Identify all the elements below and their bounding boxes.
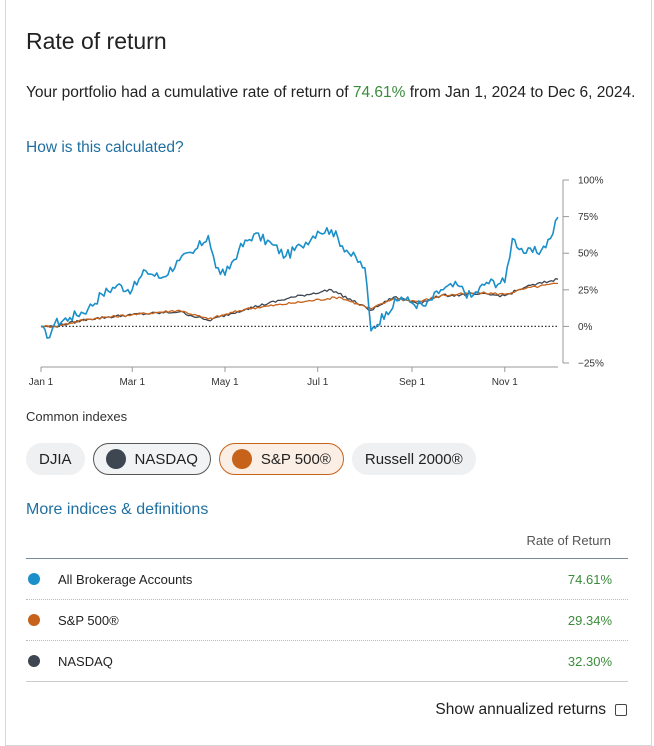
chip-label: S&P 500® (260, 450, 331, 468)
index-chip-s-p-500[interactable]: S&P 500® (218, 443, 344, 475)
page-title: Rate of return (26, 28, 167, 54)
y-tick-label: −25% (578, 359, 604, 370)
row-value: 32.30% (567, 653, 612, 669)
index-chips: DJIA NASDAQ S&P 500® Russell 2000® (26, 443, 476, 475)
x-tick-label: Mar 1 (119, 377, 145, 388)
chart-ticks: 100% 75% 50% 25% 0% −25% Jan 1 Mar 1 May 1 Jul 1 S… (29, 176, 604, 389)
row-name: S&P 500® (58, 612, 119, 628)
index-chip-nasdaq[interactable]: NASDAQ (92, 443, 211, 475)
table-header-rate: Rate of Return (526, 533, 611, 548)
y-tick-label: 0% (578, 322, 593, 333)
series-line-all-brokerage-accounts (40, 216, 559, 339)
summary-rate: 74.61% (352, 84, 406, 101)
row-name: All Brokerage Accounts (58, 571, 193, 587)
x-tick-label: Nov 1 (492, 377, 519, 388)
legend-dot (28, 655, 40, 667)
more-indices-link[interactable]: More indices & definitions (26, 501, 209, 518)
x-tick-label: Sep 1 (399, 377, 426, 388)
annualized-label: Show annualized returns (435, 701, 606, 718)
annualized-toggle[interactable]: Show annualized returns (435, 701, 627, 719)
row-name: NASDAQ (58, 653, 113, 669)
chip-label: NASDAQ (134, 450, 198, 468)
chart-grid (41, 180, 564, 368)
x-tick-label: May 1 (211, 377, 239, 388)
chip-label: Russell 2000® (364, 450, 463, 468)
legend-dot (28, 614, 40, 626)
summary-text: Your portfolio had a cumulative rate of … (26, 80, 636, 105)
y-tick-label: 75% (578, 212, 598, 223)
how-calculated-link[interactable]: How is this calculated? (26, 139, 184, 156)
table-row: NASDAQ 32.30% (26, 641, 628, 682)
returns-table: All Brokerage Accounts 74.61% S&P 500® 29.3… (26, 558, 628, 682)
chip-label: DJIA (39, 450, 72, 468)
index-chip-djia[interactable]: DJIA (26, 443, 85, 475)
rate-of-return-chart: 100% 75% 50% 25% 0% −25% Jan 1 Mar 1 May 1 Jul 1 S… (29, 176, 604, 389)
y-tick-label: 25% (578, 285, 598, 296)
chart-series (40, 216, 559, 339)
summary-prefix: Your portfolio had a cumulative rate of … (26, 84, 353, 101)
y-tick-label: 50% (578, 249, 598, 260)
x-tick-label: Jul 1 (307, 377, 329, 388)
row-value: 74.61% (567, 571, 612, 587)
chip-color-dot (231, 449, 252, 469)
summary-suffix: from Jan 1, 2024 to Dec 6, 2024. (405, 84, 636, 101)
y-tick-label: 100% (578, 176, 604, 187)
chip-color-dot (105, 449, 126, 469)
annualized-checkbox[interactable] (615, 704, 627, 716)
series-line-s-p-500 (40, 282, 559, 329)
common-indexes-label: Common indexes (26, 409, 128, 424)
x-tick-label: Jan 1 (29, 377, 54, 388)
table-row: All Brokerage Accounts 74.61% (26, 559, 628, 600)
row-value: 29.34% (567, 612, 612, 628)
rate-of-return-card: Rate of return Your portfolio had a cumu… (5, 0, 652, 746)
legend-dot (28, 573, 40, 585)
table-row: S&P 500® 29.34% (26, 600, 628, 641)
index-chip-russell-2000[interactable]: Russell 2000® (351, 443, 476, 475)
